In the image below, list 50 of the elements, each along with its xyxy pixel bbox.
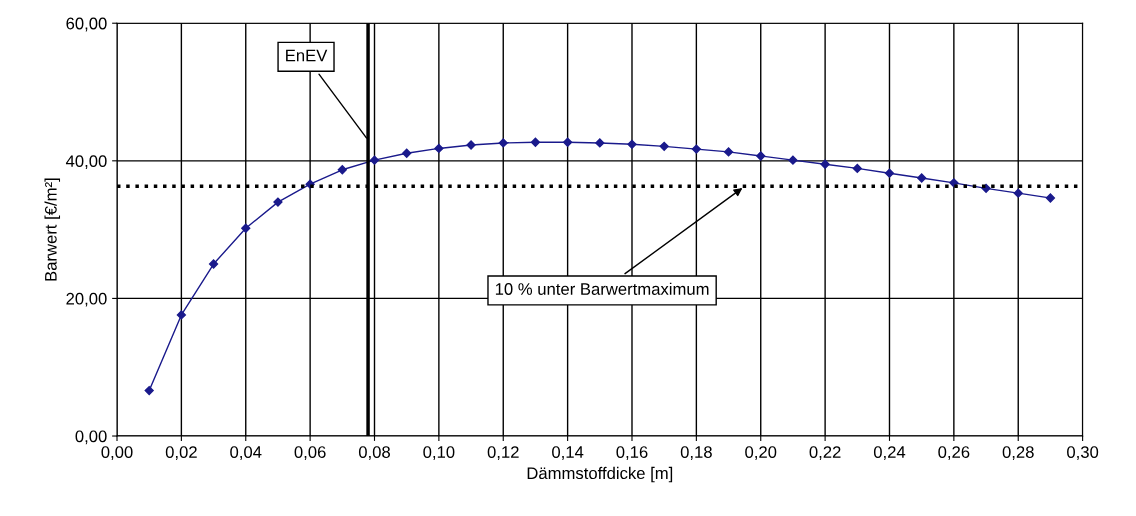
- x-axis-title: Dämmstoffdicke [m]: [527, 466, 673, 483]
- point: [498, 138, 508, 148]
- point: [1013, 188, 1023, 198]
- x-tick-label: 0,30: [1067, 446, 1099, 460]
- x-tick-label: 0,10: [423, 446, 455, 460]
- point: [595, 138, 605, 148]
- x-tick-label: 0,12: [487, 446, 519, 460]
- point: [208, 259, 219, 269]
- x-tick-label: 0,06: [294, 446, 326, 460]
- x-tick-label: 0,04: [230, 446, 262, 460]
- point: [530, 137, 541, 147]
- point: [369, 155, 380, 165]
- point: [949, 178, 959, 188]
- y-tick-label: 60,00: [66, 17, 107, 32]
- point: [434, 143, 444, 154]
- point: [627, 139, 637, 149]
- point: [337, 165, 347, 175]
- point: [241, 223, 251, 233]
- point: [852, 163, 862, 174]
- y-tick-label: 40,00: [65, 155, 107, 169]
- point: [176, 310, 187, 320]
- point: [884, 168, 895, 178]
- point: [273, 197, 283, 207]
- y-axis-title: Barwert [€/m²]: [44, 178, 61, 281]
- x-tick-label: 0,16: [616, 446, 648, 460]
- point: [659, 141, 669, 151]
- point: [562, 137, 573, 147]
- x-tick-label: 0,20: [745, 446, 777, 460]
- point: [723, 147, 734, 157]
- point: [917, 173, 927, 183]
- point: [691, 144, 701, 154]
- x-tick-label: 0,00: [101, 446, 133, 460]
- x-tick-label: 0,24: [873, 446, 906, 460]
- point: [756, 151, 766, 161]
- x-tick-label: 0,08: [358, 446, 390, 460]
- point: [820, 159, 830, 169]
- x-tick-label: 0,26: [938, 446, 970, 460]
- y-tick-label: 0,00: [75, 430, 107, 445]
- annotation: EnEV: [286, 49, 328, 62]
- point: [144, 385, 154, 396]
- annotation: 10 % unter Barwertmaximum: [495, 282, 709, 295]
- point: [402, 148, 412, 158]
- x-tick-label: 0,28: [1002, 446, 1034, 460]
- point: [788, 155, 798, 165]
- x-tick-label: 0,22: [809, 446, 841, 460]
- y-tick-label: 20,00: [66, 292, 107, 307]
- x-tick-label: 0,02: [165, 446, 197, 460]
- point: [1045, 193, 1056, 203]
- x-tick-label: 0,18: [680, 446, 712, 460]
- x-tick-label: 0,14: [552, 446, 584, 460]
